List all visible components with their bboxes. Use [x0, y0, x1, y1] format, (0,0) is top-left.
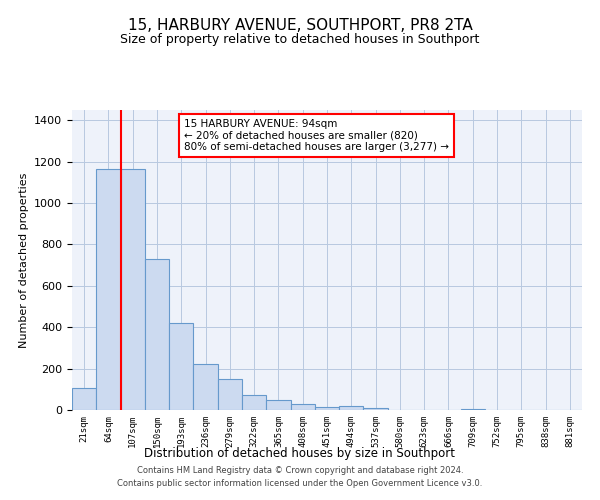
Text: Size of property relative to detached houses in Southport: Size of property relative to detached ho…	[121, 32, 479, 46]
Y-axis label: Number of detached properties: Number of detached properties	[19, 172, 29, 348]
Bar	[96, 170, 121, 410]
Bar	[364, 408, 388, 410]
Bar	[339, 406, 364, 410]
Bar	[315, 407, 339, 410]
Text: Distribution of detached houses by size in Southport: Distribution of detached houses by size …	[145, 448, 455, 460]
Bar	[242, 395, 266, 410]
Bar	[290, 404, 315, 410]
Bar	[461, 409, 485, 410]
Bar	[145, 259, 169, 410]
Bar	[72, 388, 96, 410]
Bar	[193, 364, 218, 410]
Text: 15 HARBURY AVENUE: 94sqm
← 20% of detached houses are smaller (820)
80% of semi-: 15 HARBURY AVENUE: 94sqm ← 20% of detach…	[184, 119, 449, 152]
Bar	[218, 379, 242, 410]
Bar	[169, 323, 193, 410]
Bar	[266, 400, 290, 410]
Bar	[121, 170, 145, 410]
Text: 15, HARBURY AVENUE, SOUTHPORT, PR8 2TA: 15, HARBURY AVENUE, SOUTHPORT, PR8 2TA	[128, 18, 472, 32]
Text: Contains HM Land Registry data © Crown copyright and database right 2024.
Contai: Contains HM Land Registry data © Crown c…	[118, 466, 482, 487]
